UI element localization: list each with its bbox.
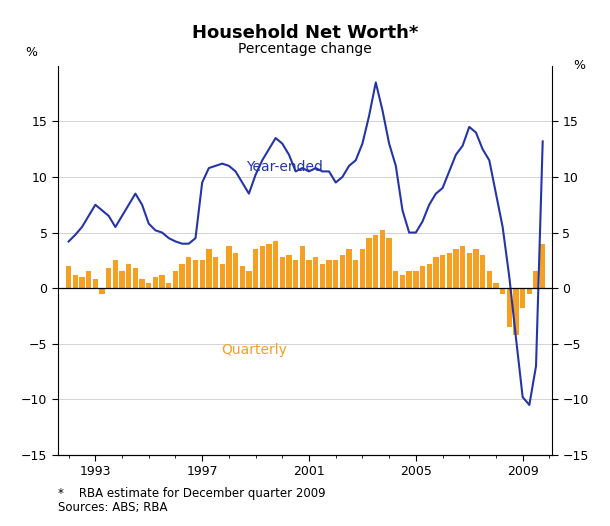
Bar (413, 271, 418, 288)
Bar (387, 238, 392, 288)
Bar (426, 264, 432, 288)
Bar (279, 257, 285, 288)
Text: Percentage change: Percentage change (238, 42, 372, 56)
Bar (79, 277, 85, 288)
Bar (493, 282, 498, 288)
Bar (253, 249, 258, 288)
Text: *    RBA estimate for December quarter 2009: * RBA estimate for December quarter 2009 (58, 487, 326, 500)
Bar (133, 268, 138, 288)
Bar (66, 266, 71, 288)
Bar (433, 257, 439, 288)
Bar (400, 275, 405, 288)
Bar (173, 271, 178, 288)
Bar (393, 271, 398, 288)
Bar (273, 241, 278, 288)
Text: Sources: ABS; RBA: Sources: ABS; RBA (58, 501, 168, 514)
Bar (320, 264, 325, 288)
Y-axis label: %: % (573, 59, 585, 72)
Bar (267, 244, 271, 288)
Bar (240, 266, 245, 288)
Bar (106, 268, 112, 288)
Bar (333, 260, 339, 288)
Bar (86, 271, 92, 288)
Bar (473, 249, 479, 288)
Bar (480, 255, 486, 288)
Text: Household Net Worth*: Household Net Worth* (192, 24, 418, 42)
Bar (353, 260, 359, 288)
Text: Quarterly: Quarterly (221, 343, 287, 357)
Bar (300, 246, 305, 288)
Bar (420, 266, 425, 288)
Bar (166, 282, 171, 288)
Bar (380, 230, 385, 288)
Bar (520, 288, 525, 308)
Bar (260, 246, 265, 288)
Bar (373, 235, 378, 288)
Bar (367, 238, 371, 288)
Bar (306, 260, 312, 288)
Bar (140, 279, 145, 288)
Text: Year-ended: Year-ended (246, 160, 323, 174)
Bar (406, 271, 412, 288)
Bar (507, 288, 512, 327)
Bar (293, 260, 298, 288)
Bar (460, 246, 465, 288)
Bar (487, 271, 492, 288)
Bar (220, 264, 225, 288)
Bar (113, 260, 118, 288)
Bar (226, 246, 232, 288)
Bar (440, 255, 445, 288)
Bar (73, 275, 78, 288)
Bar (540, 244, 545, 288)
Bar (93, 279, 98, 288)
Bar (526, 288, 532, 294)
Bar (120, 271, 124, 288)
Y-axis label: %: % (25, 46, 37, 59)
Bar (199, 260, 205, 288)
Bar (467, 252, 472, 288)
Bar (286, 255, 292, 288)
Bar (233, 252, 239, 288)
Bar (500, 288, 505, 294)
Bar (186, 257, 192, 288)
Bar (453, 249, 459, 288)
Bar (99, 288, 105, 294)
Bar (313, 257, 318, 288)
Bar (346, 249, 352, 288)
Bar (340, 255, 345, 288)
Bar (159, 275, 165, 288)
Bar (179, 264, 185, 288)
Bar (360, 249, 365, 288)
Bar (206, 249, 212, 288)
Bar (514, 288, 518, 335)
Bar (193, 260, 198, 288)
Bar (246, 271, 251, 288)
Bar (146, 282, 151, 288)
Bar (152, 277, 158, 288)
Bar (533, 271, 539, 288)
Bar (126, 264, 131, 288)
Bar (326, 260, 332, 288)
Bar (447, 252, 452, 288)
Bar (213, 257, 218, 288)
